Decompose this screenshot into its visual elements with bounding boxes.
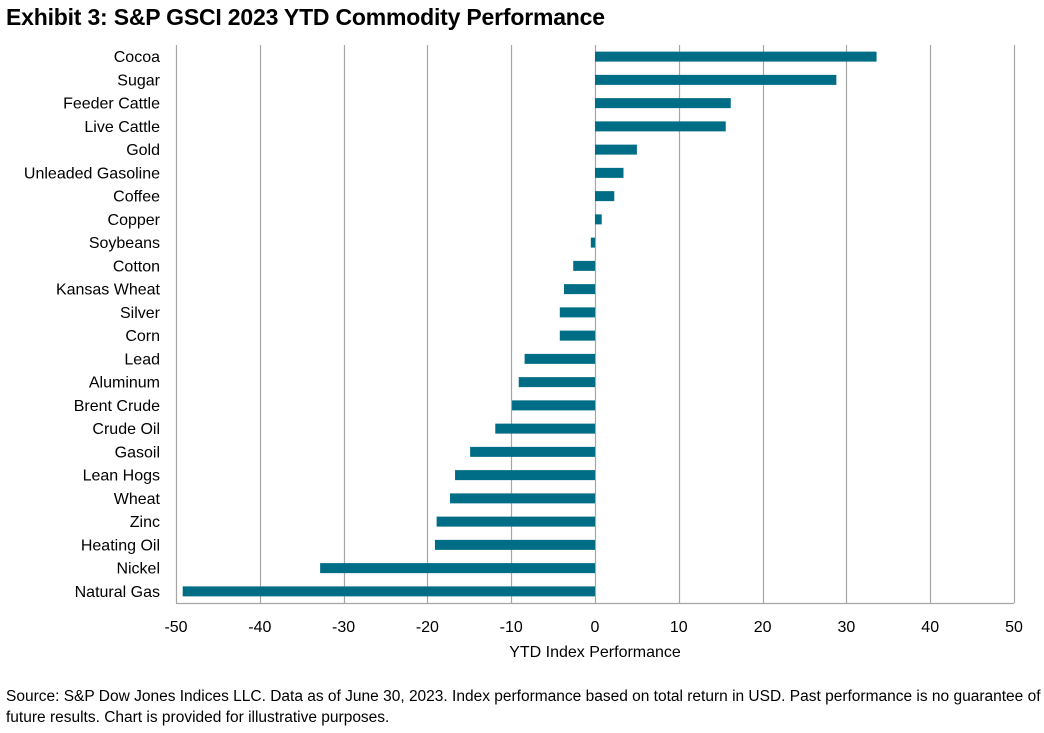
bar-unleaded-gasoline	[595, 167, 624, 178]
category-label: Lean Hogs	[83, 468, 160, 485]
category-label: Gasoil	[115, 444, 160, 461]
bar-soybeans	[590, 237, 595, 248]
category-label: Gold	[126, 142, 160, 159]
category-label: Aluminum	[89, 375, 160, 392]
category-label: Feeder Cattle	[63, 96, 160, 113]
category-label: Lead	[124, 351, 160, 368]
bar-chart: Cocoa Sugar Feeder Cattle Live Cattle Gold Un…	[24, 45, 1023, 661]
category-label: Sugar	[117, 72, 160, 89]
bar-nickel	[320, 563, 595, 574]
bar-kansas-wheat	[563, 284, 595, 295]
category-label: Unleaded Gasoline	[24, 165, 160, 182]
x-tick-label: 20	[754, 619, 772, 636]
gridlines	[175, 45, 1016, 605]
bar-silver	[559, 307, 595, 318]
category-labels: Cocoa Sugar Feeder Cattle Live Cattle Gold Un…	[24, 49, 161, 601]
category-label: Heating Oil	[81, 537, 160, 554]
category-label: Live Cattle	[84, 119, 160, 136]
bar-copper	[595, 214, 602, 225]
bar-brent-crude	[512, 400, 595, 411]
bar-gold	[595, 144, 637, 155]
source-footnote: Source: S&P Dow Jones Indices LLC. Data …	[6, 688, 1041, 726]
category-label: Natural Gas	[75, 584, 160, 601]
bar-lead	[524, 353, 595, 364]
category-label: Copper	[108, 212, 161, 229]
category-label: Kansas Wheat	[56, 282, 161, 299]
x-tick-label: 40	[921, 619, 939, 636]
bar-cocoa	[595, 51, 877, 62]
category-label: Cocoa	[114, 49, 160, 66]
bar-heating-oil	[434, 539, 595, 550]
x-tick-label: 30	[838, 619, 856, 636]
x-tick-label: -10	[500, 619, 523, 636]
bars	[182, 51, 877, 597]
bar-zinc	[436, 516, 595, 527]
x-tick-label: -40	[248, 619, 271, 636]
category-label: Zinc	[130, 514, 160, 531]
x-tick-label: -50	[164, 619, 187, 636]
bar-gasoil	[470, 446, 595, 457]
bar-crude-oil	[495, 423, 595, 434]
x-tick-label: -30	[332, 619, 355, 636]
bar-natural-gas	[182, 586, 596, 597]
x-tick-labels: -50 -40 -30 -20 -10 0 10 20 30 40 50	[164, 619, 1023, 636]
x-axis-title: YTD Index Performance	[509, 644, 681, 661]
bar-corn	[559, 330, 595, 341]
category-label: Corn	[125, 328, 160, 345]
chart-title: Exhibit 3: S&P GSCI 2023 YTD Commodity P…	[6, 4, 605, 30]
category-label: Cotton	[113, 258, 160, 275]
bar-sugar	[595, 74, 837, 85]
bar-feeder-cattle	[595, 98, 731, 109]
category-label: Crude Oil	[92, 421, 160, 438]
category-label: Coffee	[113, 189, 160, 206]
bar-live-cattle	[595, 121, 726, 132]
x-tick-label: 10	[670, 619, 688, 636]
x-tick-label: 50	[1005, 619, 1023, 636]
x-tick-label: 0	[591, 619, 600, 636]
bar-aluminum	[518, 377, 595, 388]
category-label: Nickel	[116, 561, 160, 578]
x-tick-label: -20	[416, 619, 439, 636]
bar-coffee	[595, 191, 615, 202]
bar-lean-hogs	[455, 470, 595, 481]
bar-cotton	[573, 260, 595, 271]
category-label: Silver	[120, 305, 161, 322]
category-label: Brent Crude	[74, 398, 160, 415]
category-label: Soybeans	[89, 235, 160, 252]
category-label: Wheat	[114, 491, 161, 508]
bar-wheat	[450, 493, 595, 504]
